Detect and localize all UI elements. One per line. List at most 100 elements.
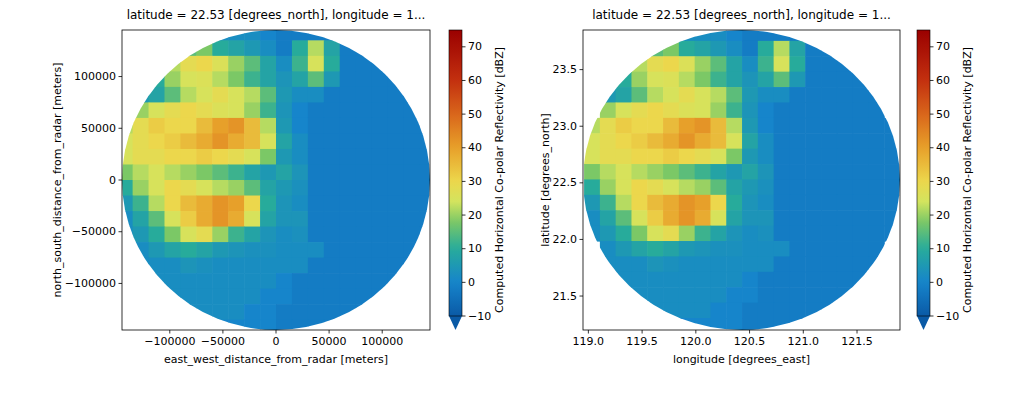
- y-tick-label: 22.0: [553, 233, 578, 246]
- cell: [679, 56, 695, 72]
- cell: [196, 211, 213, 227]
- cell: [212, 304, 229, 320]
- cell: [324, 196, 341, 212]
- cell: [149, 196, 166, 212]
- cell: [419, 118, 436, 134]
- cell: [340, 180, 357, 196]
- cell: [260, 304, 277, 320]
- cell: [260, 56, 277, 72]
- y-tick: [119, 231, 123, 232]
- cell: [212, 242, 229, 258]
- cell: [726, 256, 742, 272]
- cell: [260, 149, 277, 165]
- colorbar-frame: [917, 30, 930, 316]
- cell: [837, 56, 853, 72]
- cell: [228, 118, 245, 134]
- cell: [276, 118, 293, 134]
- cell: [372, 289, 389, 305]
- cell: [710, 164, 726, 180]
- cell: [631, 226, 647, 242]
- cell: [340, 164, 357, 180]
- cell: [228, 149, 245, 165]
- cell: [695, 256, 711, 272]
- cell: [600, 149, 616, 165]
- cell: [710, 87, 726, 103]
- cell: [631, 272, 647, 288]
- cell: [647, 118, 663, 134]
- cell: [324, 258, 341, 274]
- cell: [774, 303, 790, 319]
- cell: [212, 149, 229, 165]
- y-tick-label: −50000: [72, 225, 116, 238]
- cell: [276, 242, 293, 258]
- colorbar-tick: [930, 181, 934, 182]
- cell: [276, 102, 293, 118]
- cell: [774, 72, 790, 88]
- cell: [133, 102, 150, 118]
- cell: [742, 87, 758, 103]
- cell: [853, 164, 869, 180]
- cell: [196, 304, 213, 320]
- y-tick: [119, 283, 123, 284]
- cell: [758, 226, 774, 242]
- cell: [710, 303, 726, 319]
- cell: [356, 273, 373, 289]
- cell: [789, 133, 805, 149]
- cell: [789, 41, 805, 57]
- cell: [340, 40, 357, 56]
- cell: [149, 180, 166, 196]
- cell: [260, 71, 277, 87]
- cell: [647, 87, 663, 103]
- cell: [388, 242, 405, 258]
- cell: [789, 56, 805, 72]
- cell: [244, 102, 261, 118]
- cell: [340, 102, 357, 118]
- cell: [212, 25, 229, 41]
- cell: [600, 133, 616, 149]
- cell: [774, 118, 790, 134]
- cell: [679, 164, 695, 180]
- cell: [679, 287, 695, 303]
- cell: [679, 133, 695, 149]
- cell: [868, 241, 884, 257]
- cell: [292, 258, 309, 274]
- cell: [292, 289, 309, 305]
- cell: [884, 149, 900, 165]
- cell: [837, 102, 853, 118]
- cell: [679, 72, 695, 88]
- cell: [260, 196, 277, 212]
- cell: [403, 258, 420, 274]
- y-tick: [119, 76, 123, 77]
- cell: [837, 149, 853, 165]
- cell: [276, 25, 293, 41]
- cell: [789, 318, 805, 334]
- x-tick-label: 0: [273, 335, 280, 348]
- cell: [388, 164, 405, 180]
- cell: [212, 320, 229, 336]
- cell: [372, 258, 389, 274]
- cell: [324, 164, 341, 180]
- cell: [372, 149, 389, 165]
- cell: [244, 133, 261, 149]
- cell: [710, 118, 726, 134]
- cell: [600, 87, 616, 103]
- cell: [292, 180, 309, 196]
- y-tick-label: 23.5: [553, 63, 578, 76]
- cell: [276, 87, 293, 103]
- y-tick-label: −100000: [65, 277, 116, 290]
- cell: [228, 25, 245, 41]
- cell: [695, 25, 711, 41]
- cell: [805, 56, 821, 72]
- cell: [324, 211, 341, 227]
- cell: [616, 210, 632, 226]
- cell: [388, 87, 405, 103]
- cell: [276, 211, 293, 227]
- cell: [403, 196, 420, 212]
- cell: [292, 227, 309, 243]
- cell: [616, 179, 632, 195]
- cell: [805, 272, 821, 288]
- cell: [695, 241, 711, 257]
- cell: [821, 41, 837, 57]
- cell: [789, 226, 805, 242]
- cell: [180, 133, 197, 149]
